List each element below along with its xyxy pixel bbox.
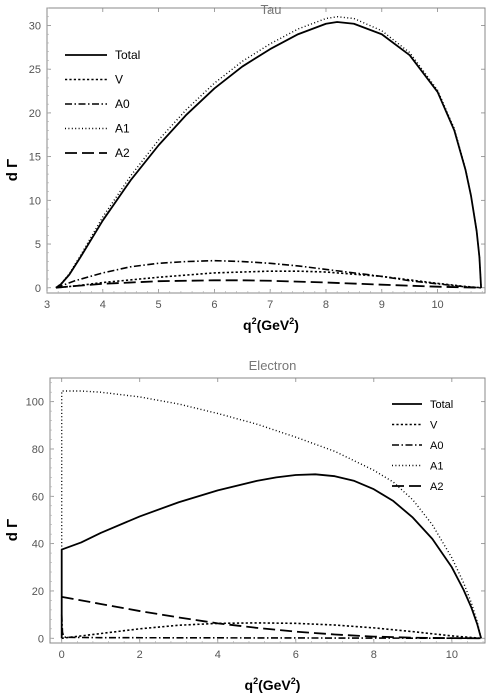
x-label-sup: 2	[253, 676, 258, 686]
y-tick-label: 80	[32, 444, 44, 456]
legend-label-total: Total	[115, 48, 140, 62]
x-tick-label: 0	[59, 649, 65, 661]
series-line-total	[60, 473, 482, 639]
chart-title: Tau	[261, 2, 282, 17]
legend-label-a2: A2	[430, 481, 443, 493]
plot-frame	[49, 377, 486, 644]
legend-label-v: V	[115, 73, 123, 87]
legend-label-a0: A0	[115, 97, 130, 111]
legend-label-a0: A0	[430, 440, 443, 452]
chart-title: Electron	[249, 358, 297, 373]
x-label-q: q	[243, 317, 252, 333]
x-label-unit-sup: 2	[289, 316, 294, 326]
x-tick-label: 7	[267, 299, 273, 311]
x-tick-label: 6	[293, 649, 299, 661]
x-tick-label: 9	[379, 299, 385, 311]
y-tick-label: 30	[29, 20, 41, 32]
y-axis-label: d Γ	[4, 159, 21, 181]
series-line-a2	[61, 595, 482, 640]
legend-label-total: Total	[430, 399, 453, 411]
y-tick-label: 5	[35, 239, 41, 251]
x-label-unit: (GeV	[257, 317, 290, 333]
y-tick-label: 10	[29, 195, 41, 207]
x-tick-label: 2	[137, 649, 143, 661]
x-tick-label: 10	[446, 649, 458, 661]
series-line-a1	[61, 390, 482, 639]
y-tick-label: 60	[32, 491, 44, 503]
x-label-unit-close: )	[296, 677, 301, 693]
y-tick-label: 25	[29, 64, 41, 76]
x-label-unit-sup: 2	[291, 676, 296, 686]
x-label-unit-close: )	[294, 317, 299, 333]
x-tick-label: 8	[371, 649, 377, 661]
x-label-q: q	[245, 677, 254, 693]
series-line-a0	[55, 259, 482, 289]
y-tick-label: 20	[32, 586, 44, 598]
y-tick-label: 0	[38, 633, 44, 645]
legend-label-v: V	[430, 420, 438, 432]
series-line-a0	[60, 614, 482, 640]
x-tick-label: 8	[323, 299, 329, 311]
x-tick-label: 3	[44, 299, 50, 311]
y-tick-label: 0	[35, 283, 41, 295]
legend-label-a2: A2	[115, 146, 130, 160]
x-tick-label: 4	[100, 299, 106, 311]
legend: Total V A0 A1 A2	[65, 48, 140, 160]
x-tick-label: 10	[431, 299, 443, 311]
x-label-unit: (GeV	[258, 677, 291, 693]
y-tick-label: 20	[29, 108, 41, 120]
x-axis-label: q2(GeV2)	[243, 316, 299, 333]
x-tick-label: 4	[215, 649, 221, 661]
x-axis-label: q2(GeV2)	[245, 676, 301, 693]
y-axis-label: d Γ	[4, 519, 21, 541]
series-line-total	[55, 21, 482, 289]
legend-label-a1: A1	[115, 122, 130, 136]
legend: Total V A0 A1 A2	[392, 399, 453, 493]
legend-label-a1: A1	[430, 461, 443, 473]
x-tick-label: 6	[211, 299, 217, 311]
y-tick-label: 15	[29, 152, 41, 164]
plot-frame	[46, 7, 486, 294]
series-line-v	[55, 270, 482, 289]
x-tick-label: 5	[156, 299, 162, 311]
series-line-a2	[55, 279, 482, 289]
y-tick-label: 100	[26, 397, 44, 409]
y-tick-label: 40	[32, 539, 44, 551]
x-label-sup: 2	[252, 316, 257, 326]
series-line-v	[61, 622, 482, 640]
